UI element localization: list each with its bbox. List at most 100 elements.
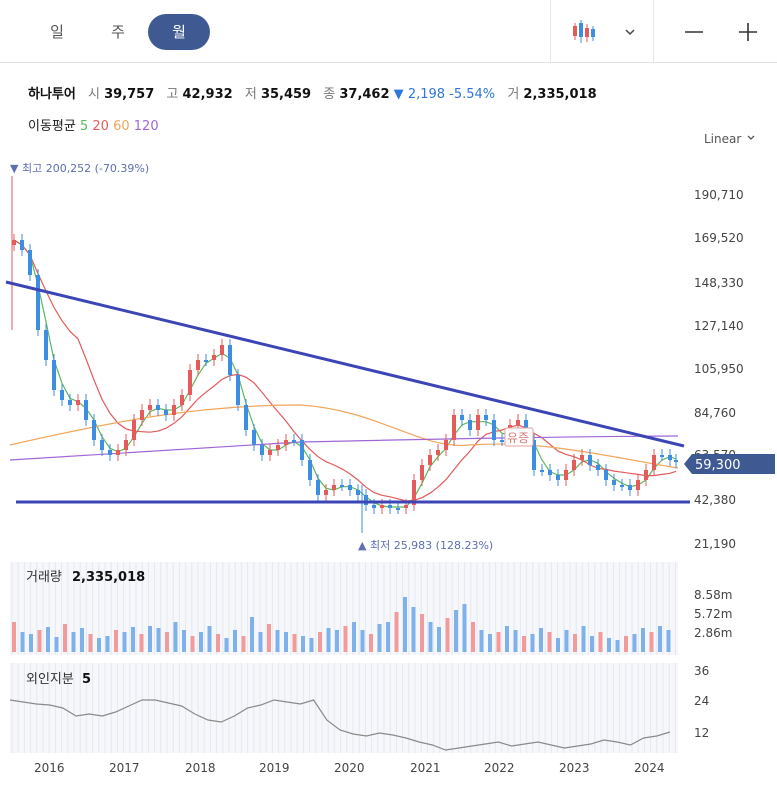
volume-bar bbox=[658, 626, 662, 652]
zoom-in-button[interactable] bbox=[728, 14, 768, 50]
foreign-panel-label: 외인지분 bbox=[26, 672, 74, 687]
volume-bar bbox=[403, 597, 407, 652]
candle-body bbox=[348, 485, 352, 490]
candle-body bbox=[364, 495, 368, 505]
volume-panel-label: 거래량 bbox=[26, 570, 62, 585]
change-percent: -5.54% bbox=[449, 87, 496, 102]
tab-week[interactable]: 주 bbox=[111, 23, 125, 41]
candle-body bbox=[620, 485, 624, 487]
volume-bar bbox=[394, 612, 399, 652]
volume-bar bbox=[284, 632, 288, 652]
foreign-ownership-line bbox=[9, 699, 671, 751]
volume-bar bbox=[37, 630, 42, 652]
volume-bar bbox=[505, 626, 509, 652]
volume-bar bbox=[80, 628, 84, 652]
scale-label: Linear bbox=[704, 132, 742, 146]
x-tick: 2016 bbox=[34, 761, 65, 775]
candle-body bbox=[674, 460, 678, 462]
low-value: 35,459 bbox=[260, 87, 312, 102]
volume-bar bbox=[20, 632, 25, 652]
scale-toggle[interactable]: Linear bbox=[704, 132, 757, 146]
candle-body bbox=[188, 370, 192, 395]
volume-bar bbox=[445, 618, 450, 652]
volume-bar bbox=[216, 634, 220, 652]
candle-body bbox=[636, 480, 640, 490]
x-tick: 2017 bbox=[109, 761, 140, 775]
candle-body bbox=[244, 405, 248, 430]
volume-bar bbox=[97, 638, 101, 652]
tab-month[interactable]: 월 bbox=[148, 14, 210, 50]
candle-body bbox=[628, 485, 632, 490]
volume-bar bbox=[258, 632, 263, 652]
candle-body bbox=[140, 410, 144, 420]
x-tick: 2022 bbox=[484, 761, 515, 775]
candle-body bbox=[340, 485, 344, 487]
price-tick: 190,710 bbox=[694, 188, 744, 202]
x-tick: 2020 bbox=[334, 761, 365, 775]
candle-body bbox=[276, 445, 280, 450]
volume-bar bbox=[360, 630, 365, 652]
volume-bar bbox=[564, 630, 569, 652]
close-value: 37,462 bbox=[339, 87, 390, 102]
candle-body bbox=[556, 475, 560, 480]
candle-body bbox=[332, 485, 336, 490]
price-tick: 105,950 bbox=[694, 362, 744, 376]
volume-bar bbox=[666, 630, 671, 652]
volume-bar bbox=[71, 632, 76, 652]
foreign-panel-bg bbox=[10, 663, 678, 753]
candle-body bbox=[84, 400, 88, 420]
candle-body bbox=[596, 465, 600, 470]
volume-bar bbox=[539, 628, 543, 652]
candle-body bbox=[28, 250, 32, 275]
candle-body bbox=[388, 505, 392, 508]
min-price-label: ▲ 최저 25,983 (128.23%) bbox=[358, 539, 493, 552]
volume-label: 거 bbox=[507, 87, 520, 102]
ma-legend-label: 이동평균 bbox=[28, 119, 76, 134]
volume-bar bbox=[343, 626, 348, 652]
candle-body bbox=[668, 455, 672, 460]
volume-bar bbox=[292, 634, 297, 652]
candle-body bbox=[220, 345, 224, 355]
plus-icon bbox=[739, 23, 757, 41]
volume-bar bbox=[105, 636, 110, 652]
annotation-label: 유증 bbox=[507, 431, 529, 445]
zoom-out-button[interactable] bbox=[674, 14, 714, 50]
candle-body bbox=[60, 390, 64, 400]
candle-body bbox=[292, 440, 296, 442]
candle-body bbox=[260, 445, 264, 455]
change-arrow: ▼ bbox=[393, 87, 404, 102]
volume-bar bbox=[632, 634, 637, 652]
candle-body bbox=[20, 240, 24, 250]
volume-bar bbox=[615, 640, 620, 652]
candle-body bbox=[164, 410, 168, 415]
candle-body bbox=[476, 415, 480, 430]
candle-body bbox=[148, 405, 152, 410]
price-tick: 42,380 bbox=[694, 493, 736, 507]
volume-bar bbox=[326, 628, 331, 652]
candle-body bbox=[100, 440, 104, 450]
volume-bar bbox=[114, 630, 118, 652]
candle-body bbox=[652, 455, 656, 470]
volume-bar bbox=[63, 624, 67, 652]
candle-body bbox=[540, 470, 544, 472]
tab-day[interactable]: 일 bbox=[50, 23, 64, 41]
candle-body bbox=[396, 508, 400, 510]
volume-value: 2,335,018 bbox=[523, 87, 597, 102]
candle-body bbox=[52, 360, 56, 390]
candle-body bbox=[500, 440, 504, 442]
volume-bar bbox=[607, 638, 611, 652]
candle-body bbox=[468, 420, 472, 430]
volume-bar bbox=[488, 634, 492, 652]
chart-type-button[interactable] bbox=[556, 14, 651, 50]
candle-body bbox=[548, 470, 552, 475]
close-label: 종 bbox=[323, 87, 336, 102]
candle-body bbox=[516, 420, 520, 425]
volume-bar bbox=[122, 632, 127, 652]
volume-bar bbox=[590, 636, 594, 652]
candle-body bbox=[308, 460, 312, 480]
candle-body bbox=[644, 470, 648, 480]
candles bbox=[11, 176, 678, 533]
volume-bar bbox=[386, 622, 390, 652]
candle-body bbox=[156, 405, 160, 410]
